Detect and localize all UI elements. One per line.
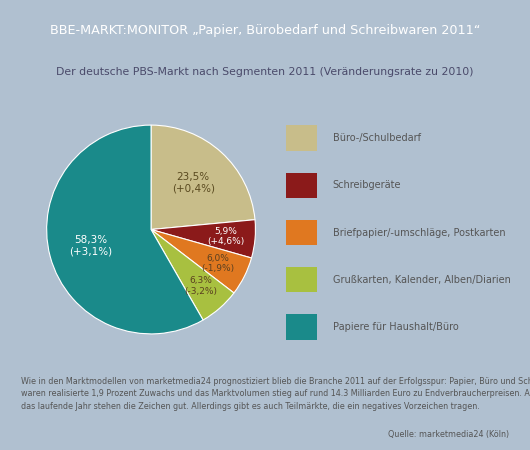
Text: 6,0%
(-1,9%): 6,0% (-1,9%) (202, 253, 235, 273)
Text: Papiere für Haushalt/Büro: Papiere für Haushalt/Büro (333, 322, 458, 332)
Text: Briefpapier/-umschläge, Postkarten: Briefpapier/-umschläge, Postkarten (333, 228, 506, 238)
FancyBboxPatch shape (286, 315, 316, 340)
Text: Quelle: marketmedia24 (Köln): Quelle: marketmedia24 (Köln) (388, 430, 509, 439)
Text: Schreibgeräte: Schreibgeräte (333, 180, 401, 190)
Text: 6,3%
(-3,2%): 6,3% (-3,2%) (184, 276, 217, 296)
Text: 58,3%
(+3,1%): 58,3% (+3,1%) (69, 235, 112, 256)
Wedge shape (151, 125, 255, 230)
FancyBboxPatch shape (286, 267, 316, 293)
FancyBboxPatch shape (286, 126, 316, 151)
Wedge shape (151, 230, 252, 293)
Wedge shape (47, 125, 203, 334)
Wedge shape (151, 220, 255, 258)
FancyBboxPatch shape (286, 220, 316, 245)
Text: 23,5%
(+0,4%): 23,5% (+0,4%) (172, 172, 215, 194)
Text: Der deutsche PBS-Markt nach Segmenten 2011 (Veränderungsrate zu 2010): Der deutsche PBS-Markt nach Segmenten 20… (56, 67, 474, 77)
Text: 5,9%
(+4,6%): 5,9% (+4,6%) (207, 227, 244, 246)
Text: BBE-MARKT:MONITOR „Papier, Bürobedarf und Schreibwaren 2011“: BBE-MARKT:MONITOR „Papier, Bürobedarf un… (50, 24, 480, 37)
Text: Grußkarten, Kalender, Alben/Diarien: Grußkarten, Kalender, Alben/Diarien (333, 275, 511, 285)
Text: Büro-/Schulbedarf: Büro-/Schulbedarf (333, 133, 421, 143)
FancyBboxPatch shape (286, 173, 316, 198)
Text: Wie in den Marktmodellen von marketmedia24 prognostiziert blieb die Branche 2011: Wie in den Marktmodellen von marketmedia… (21, 377, 530, 411)
Wedge shape (151, 230, 234, 320)
